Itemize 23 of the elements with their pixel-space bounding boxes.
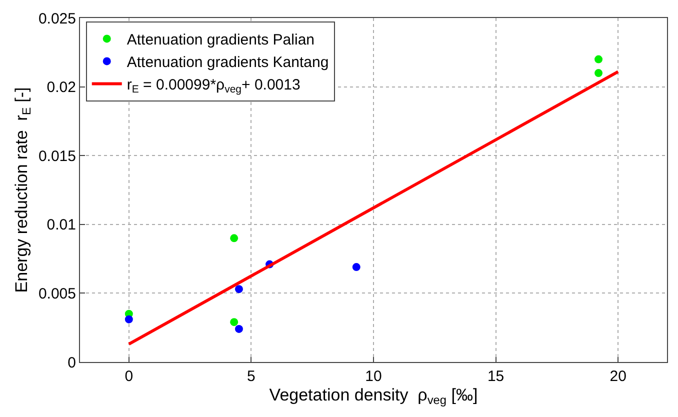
y-tick-label: 0.015	[38, 148, 76, 165]
legend-label: Attenuation gradients Palian	[126, 32, 315, 49]
point	[230, 234, 238, 242]
x-tick-label: 0	[124, 368, 134, 385]
x-tick-label: 10	[365, 368, 382, 385]
y-tick-label: 0.005	[38, 285, 76, 302]
point	[594, 55, 603, 64]
legend-label: Attenuation gradients Kantang	[126, 54, 329, 72]
point	[352, 263, 360, 272]
point	[594, 69, 603, 78]
x-tick-label: 5	[247, 368, 256, 385]
x-axis-title: Vegetation density ρ$_{veg}$ [‰]	[269, 385, 478, 407]
point	[234, 285, 243, 294]
point	[234, 324, 243, 333]
x-tick-label: 15	[487, 368, 504, 385]
y-tick-label: 0	[68, 354, 76, 372]
legend-label: r$_{E}$ = 0.00099*ρ$_{veg}$+ 0.0013	[126, 76, 300, 96]
point	[230, 318, 238, 326]
point	[124, 315, 133, 324]
y-tick-label: 0.01	[46, 216, 76, 234]
y-tick-label: 0.025	[38, 10, 76, 28]
x-tick-label: 20	[610, 368, 626, 385]
y-tick-label: 0.02	[46, 79, 76, 96]
